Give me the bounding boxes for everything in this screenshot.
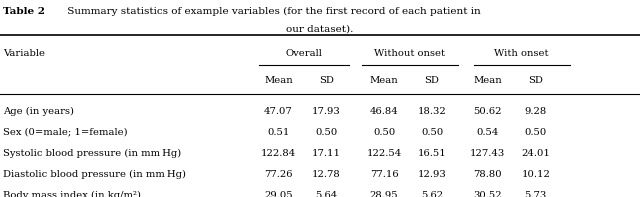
- Text: 46.84: 46.84: [370, 107, 398, 116]
- Text: 0.50: 0.50: [525, 128, 547, 137]
- Text: 77.16: 77.16: [370, 170, 398, 179]
- Text: Without onset: Without onset: [374, 49, 445, 58]
- Text: 0.50: 0.50: [421, 128, 443, 137]
- Text: Mean: Mean: [474, 76, 502, 85]
- Text: 5.73: 5.73: [525, 191, 547, 197]
- Text: 10.12: 10.12: [521, 170, 550, 179]
- Text: 78.80: 78.80: [474, 170, 502, 179]
- Text: 77.26: 77.26: [264, 170, 292, 179]
- Text: Variable: Variable: [3, 49, 45, 58]
- Text: 12.78: 12.78: [312, 170, 340, 179]
- Text: Body mass index (in kg/m²): Body mass index (in kg/m²): [3, 191, 141, 197]
- Text: 0.54: 0.54: [477, 128, 499, 137]
- Text: Overall: Overall: [285, 49, 323, 58]
- Text: Mean: Mean: [264, 76, 292, 85]
- Text: 29.05: 29.05: [264, 191, 292, 197]
- Text: 47.07: 47.07: [264, 107, 292, 116]
- Text: 17.11: 17.11: [312, 149, 341, 158]
- Text: 127.43: 127.43: [470, 149, 506, 158]
- Text: 5.64: 5.64: [316, 191, 337, 197]
- Text: 30.52: 30.52: [474, 191, 502, 197]
- Text: SD: SD: [528, 76, 543, 85]
- Text: 122.84: 122.84: [260, 149, 296, 158]
- Text: 9.28: 9.28: [525, 107, 547, 116]
- Text: Systolic blood pressure (in mm Hg): Systolic blood pressure (in mm Hg): [3, 149, 182, 158]
- Text: 16.51: 16.51: [418, 149, 446, 158]
- Text: SD: SD: [319, 76, 334, 85]
- Text: 0.51: 0.51: [268, 128, 289, 137]
- Text: Sex (0=male; 1=female): Sex (0=male; 1=female): [3, 128, 128, 137]
- Text: SD: SD: [424, 76, 440, 85]
- Text: 50.62: 50.62: [474, 107, 502, 116]
- Text: Summary statistics of example variables (for the first record of each patient in: Summary statistics of example variables …: [51, 7, 481, 16]
- Text: With onset: With onset: [494, 49, 549, 58]
- Text: Age (in years): Age (in years): [3, 107, 74, 116]
- Text: 17.93: 17.93: [312, 107, 340, 116]
- Text: Diastolic blood pressure (in mm Hg): Diastolic blood pressure (in mm Hg): [3, 170, 186, 179]
- Text: 0.50: 0.50: [316, 128, 337, 137]
- Text: our dataset).: our dataset).: [286, 25, 354, 34]
- Text: 5.62: 5.62: [421, 191, 443, 197]
- Text: 12.93: 12.93: [418, 170, 446, 179]
- Text: 28.95: 28.95: [370, 191, 398, 197]
- Text: 122.54: 122.54: [366, 149, 402, 158]
- Text: 0.50: 0.50: [373, 128, 395, 137]
- Text: Mean: Mean: [370, 76, 398, 85]
- Text: Table 2: Table 2: [3, 7, 45, 16]
- Text: 24.01: 24.01: [521, 149, 550, 158]
- Text: 18.32: 18.32: [418, 107, 446, 116]
